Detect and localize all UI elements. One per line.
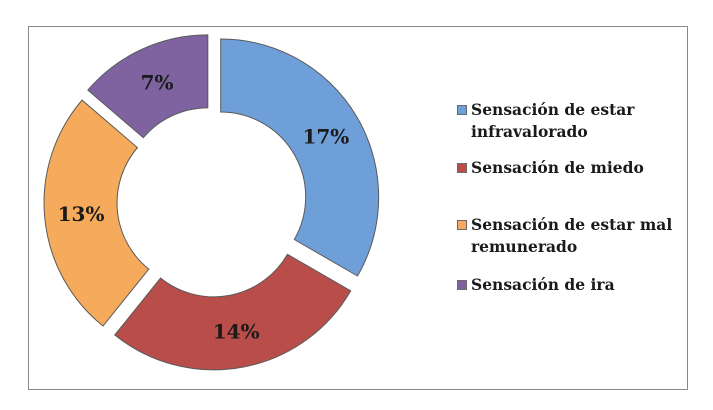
slice-ira [87,34,209,139]
legend-swatch-infravalorado [457,105,467,115]
chart-frame: 17% 14% 13% 7% Sensación de estar infravalo… [28,26,688,390]
legend-label-infravalorado: Sensación de estar infravalorado [471,100,635,141]
data-label-infravalorado: 17% [302,124,349,148]
legend-label-miedo: Sensación de miedo [471,158,644,177]
slice-miedo [114,253,352,371]
legend-item-ira: Sensación de ira [457,274,615,296]
data-label-ira: 7% [141,71,174,95]
doughnut-chart: 17% 14% 13% 7% [43,34,380,371]
legend-item-mal-remunerado: Sensación de estar mal remunerado [457,214,672,258]
data-label-mal-remunerado: 13% [58,202,105,226]
legend-swatch-mal-remunerado [457,220,467,230]
legend-label-mal-remunerado: Sensación de estar mal remunerado [471,215,673,256]
legend-swatch-ira [457,280,467,290]
legend-swatch-miedo [457,163,467,173]
legend-item-miedo: Sensación de miedo [457,157,644,179]
slice-mal-remunerado [43,99,150,327]
data-label-miedo: 14% [213,319,260,343]
slice-infravalorado [220,38,380,277]
legend-item-infravalorado: Sensación de estar infravalorado [457,99,634,143]
legend-label-ira: Sensación de ira [471,275,615,294]
